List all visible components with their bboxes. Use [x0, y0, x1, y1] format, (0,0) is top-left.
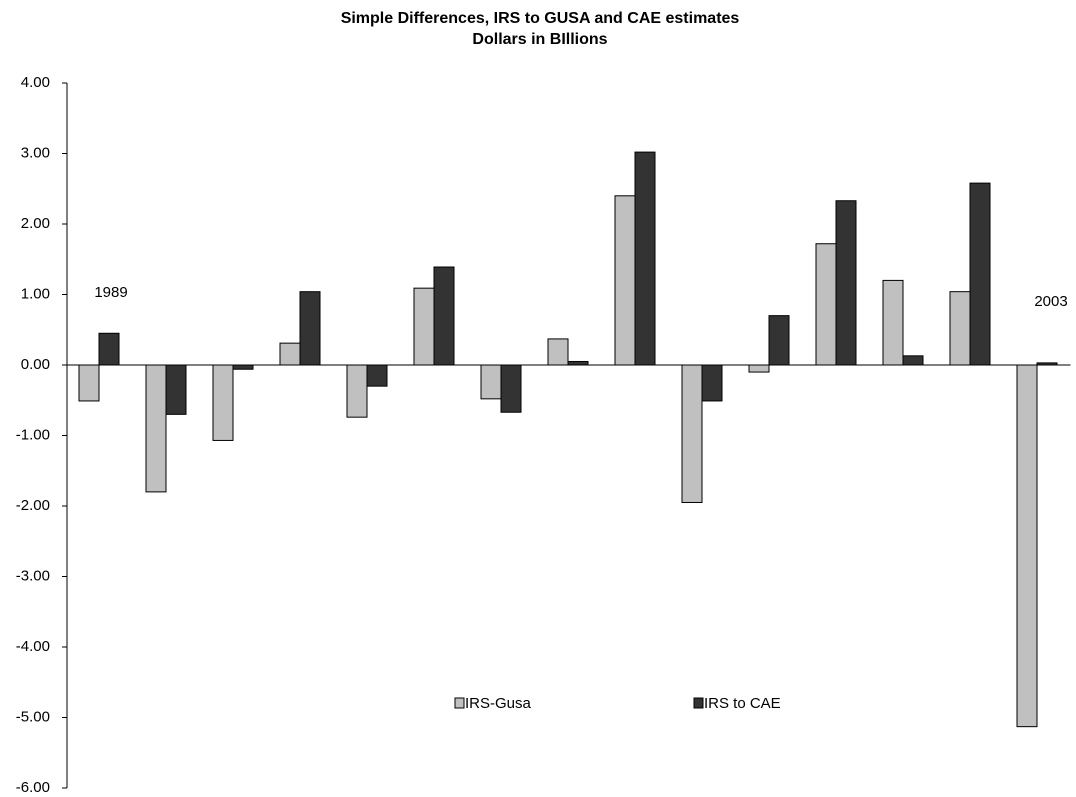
bar [1016, 364, 1038, 728]
bar [480, 364, 502, 400]
bar [78, 364, 100, 402]
bar [366, 364, 388, 387]
bar [701, 364, 723, 402]
y-tick-label: 0.00 [21, 356, 50, 373]
y-tick-label: -5.00 [16, 708, 50, 725]
y-tick-label: 2.00 [21, 215, 50, 232]
bar [835, 200, 857, 366]
bar [815, 243, 837, 366]
bar [299, 291, 321, 366]
y-tick-label: -4.00 [16, 638, 50, 655]
bar [433, 266, 455, 366]
y-tick-label: 1.00 [21, 285, 50, 302]
chart-title: Simple Differences, IRS to GUSA and CAE … [341, 10, 740, 27]
bar [681, 364, 703, 503]
y-tick-label: -6.00 [16, 779, 50, 796]
legend-label: IRS to CAE [704, 695, 781, 712]
bar [614, 195, 636, 366]
y-tick-label: -2.00 [16, 497, 50, 514]
bar [567, 360, 589, 366]
legend-swatch [454, 697, 465, 709]
y-tick-label: -1.00 [16, 426, 50, 443]
bar [346, 364, 368, 418]
bar [882, 279, 904, 366]
bar [949, 291, 971, 366]
bar [768, 315, 790, 366]
legend-label: IRS-Gusa [465, 695, 532, 712]
bar [634, 151, 656, 366]
bar [969, 182, 991, 366]
bar [232, 364, 254, 370]
bar [279, 342, 301, 366]
bar [500, 364, 522, 413]
bar [98, 332, 120, 366]
bar [145, 364, 167, 493]
annotation: 1989 [94, 284, 127, 301]
annotation: 2003 [1034, 293, 1067, 310]
bar [902, 355, 924, 366]
bar [413, 287, 435, 366]
legend-swatch [693, 697, 704, 709]
y-tick-label: 4.00 [21, 74, 50, 91]
bar [748, 364, 770, 373]
y-tick-label: -3.00 [16, 567, 50, 584]
chart-subtitle: Dollars in BIllions [472, 31, 607, 48]
bar [547, 338, 569, 366]
bar [212, 364, 234, 441]
y-tick-label: 3.00 [21, 144, 50, 161]
bar [165, 364, 187, 415]
